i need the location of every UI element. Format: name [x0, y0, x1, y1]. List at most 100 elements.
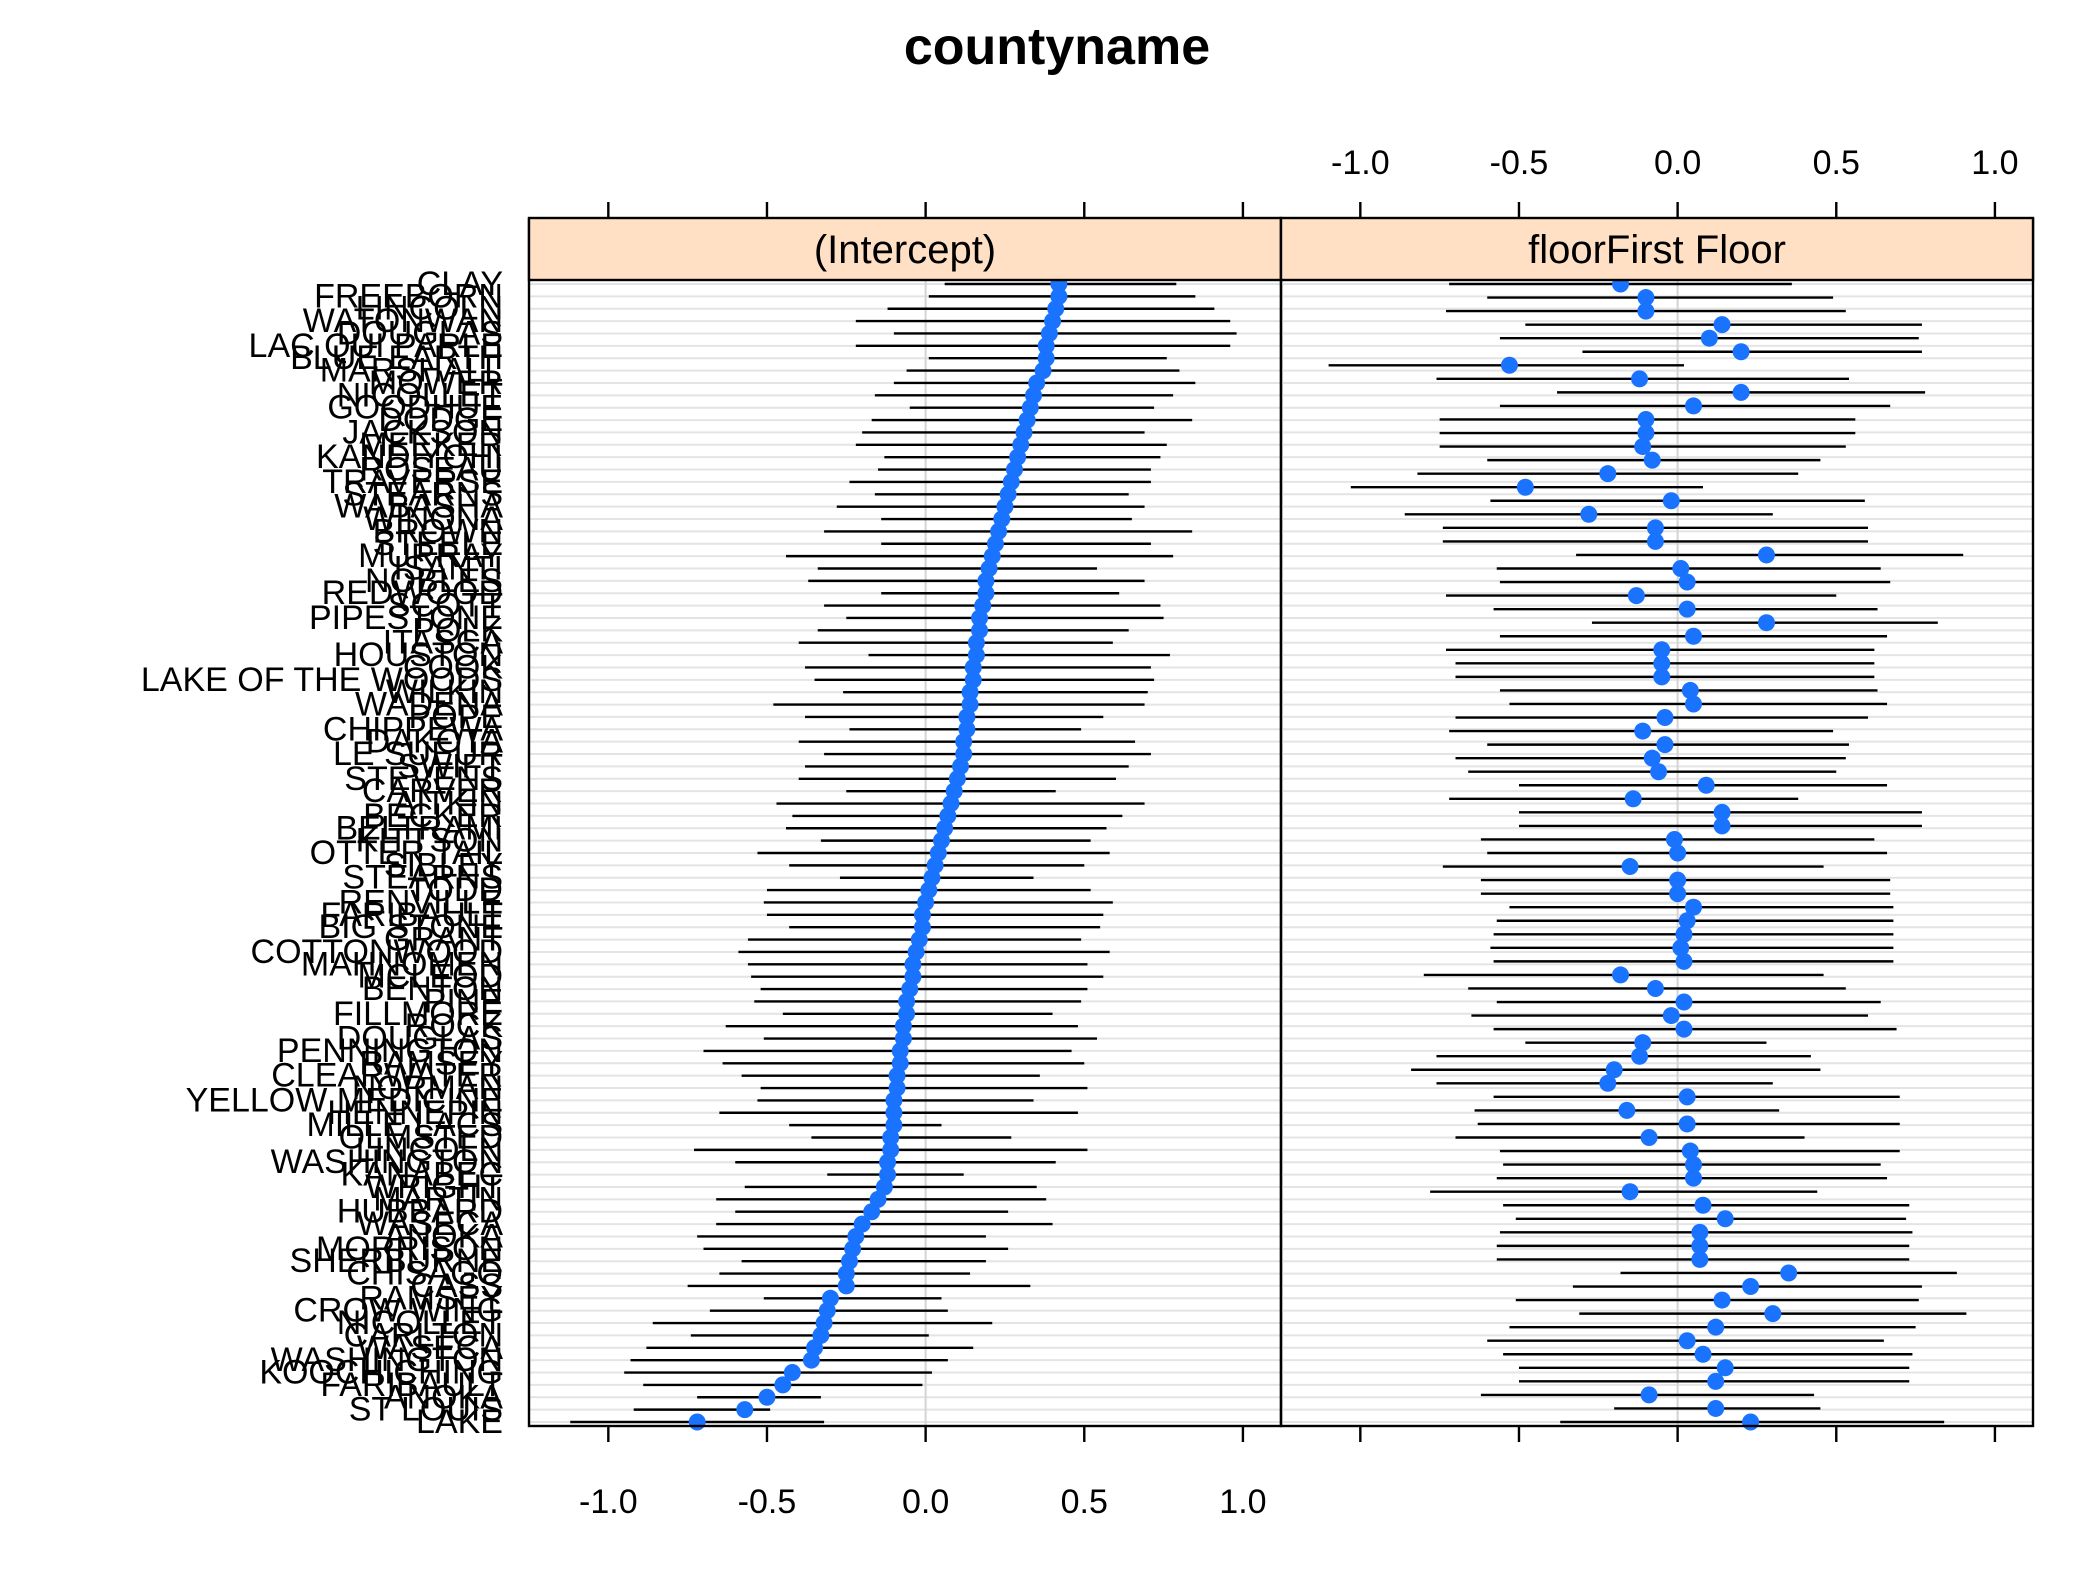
estimate-point	[688, 1413, 706, 1431]
county-label: KOOCHICHING	[259, 1354, 503, 1392]
estimate-point	[1681, 681, 1699, 699]
panel-frame	[527, 217, 1283, 1428]
estimate-point	[1675, 952, 1693, 970]
estimate-point	[1672, 560, 1690, 577]
estimate-point	[1621, 858, 1639, 876]
estimate-point	[1716, 1210, 1734, 1228]
county-label: MAHNOMEN	[301, 945, 503, 983]
county-label: STEVENS	[344, 760, 503, 798]
estimate-point	[1669, 885, 1687, 903]
estimate-point	[1742, 1413, 1760, 1431]
county-label: BROWN	[373, 512, 503, 550]
estimate-point	[783, 1364, 801, 1382]
county-label: LAKE OF THE WOODS	[141, 661, 503, 699]
county-label: WASHINGTON	[271, 1341, 503, 1379]
estimate-point	[879, 1153, 897, 1171]
county-label: OLMSTED	[339, 1119, 503, 1157]
estimate-point	[837, 1265, 855, 1283]
county-label: SWIFT	[397, 747, 503, 785]
estimate-point	[1662, 492, 1680, 510]
county-label: LINCOLN	[356, 290, 503, 328]
estimate-point	[1757, 614, 1775, 632]
panel-floor-first-floor: floorFirst Floor -1.0 -0.5 0.0 0.5 1.0	[1279, 144, 2035, 1442]
county-label: HENNEPIN	[327, 1094, 503, 1132]
estimate-point	[1684, 1156, 1702, 1174]
county-label: JACKSON	[342, 413, 503, 451]
estimate-point	[863, 1203, 881, 1221]
county-label: KANABEC	[341, 1156, 504, 1194]
estimate-point	[894, 1017, 912, 1035]
estimate-point	[955, 733, 973, 751]
estimate-point	[1580, 505, 1598, 523]
county-label: HOUSTON	[334, 636, 503, 674]
county-label: BIG STONE	[318, 908, 503, 946]
estimate-point	[1516, 478, 1534, 496]
county-label: MORRISON	[316, 1230, 503, 1268]
county-label: ST LOUIS	[349, 1391, 503, 1429]
estimate-point	[1707, 1372, 1725, 1390]
county-label: RAMSEY	[359, 1044, 503, 1082]
county-label: LAC QUI PARLE	[249, 327, 503, 365]
estimate-point	[967, 634, 985, 652]
county-label: MOWER	[369, 364, 503, 402]
county-label: WASECA	[357, 1329, 503, 1367]
county-label: MURRAY	[358, 537, 503, 575]
county-label: ISANTI	[393, 550, 503, 588]
estimate-point	[1653, 654, 1671, 672]
county-label: MEEKER	[359, 426, 503, 464]
estimate-point	[1691, 1250, 1709, 1268]
county-label: GRANT	[384, 921, 503, 959]
estimate-point	[1678, 1115, 1696, 1133]
estimate-point	[1500, 356, 1518, 374]
county-label: BECKER	[363, 797, 503, 835]
estimate-point	[1707, 1399, 1725, 1417]
estimate-point	[885, 1091, 903, 1109]
county-label: WADENA	[355, 686, 503, 724]
county-label: CHIPPEWA	[323, 710, 503, 748]
county-label: BENTON	[362, 970, 503, 1008]
estimate-point	[1669, 844, 1687, 862]
estimate-point	[1678, 600, 1696, 618]
county-label: PINE	[424, 982, 503, 1020]
x-tick-label-bottom: -1.0	[579, 1483, 638, 1521]
estimate-point	[1650, 763, 1668, 781]
estimate-point	[1627, 587, 1645, 605]
estimate-point	[1640, 1386, 1658, 1404]
county-label: LAKE	[416, 1403, 503, 1441]
county-label: PENNINGTON	[277, 1032, 503, 1070]
estimate-point	[1643, 451, 1661, 469]
panel-strip-label: floorFirst Floor	[1528, 228, 1786, 272]
estimate-point	[888, 1067, 906, 1085]
estimate-point	[1672, 939, 1690, 957]
estimate-point	[837, 1277, 855, 1295]
estimate-point	[1757, 546, 1775, 564]
county-label: ANOKA	[384, 1217, 503, 1255]
estimate-point	[913, 906, 931, 924]
estimate-point	[1713, 817, 1731, 835]
x-tick-label-bottom: 1.0	[1219, 1483, 1266, 1521]
county-label: DODGE	[378, 401, 503, 439]
estimate-point	[1669, 871, 1687, 889]
estimate-point	[1621, 1183, 1639, 1201]
estimate-point	[1637, 302, 1655, 320]
estimate-point	[1684, 695, 1702, 713]
estimate-point	[1631, 1047, 1649, 1065]
county-label: CLEARWATER	[271, 1057, 503, 1095]
estimate-point	[1646, 532, 1664, 550]
estimate-point	[1678, 573, 1696, 591]
estimate-point	[1675, 925, 1693, 943]
estimate-point	[736, 1401, 754, 1419]
estimate-point	[1732, 383, 1750, 401]
county-label: COTTONWOOD	[251, 933, 503, 971]
estimate-point	[1716, 1359, 1734, 1377]
estimate-point	[904, 955, 922, 973]
county-label: MILLE LACS	[306, 1106, 503, 1144]
county-label: CARLTON	[344, 1316, 503, 1354]
estimate-point	[1742, 1278, 1760, 1296]
estimate-point	[1675, 993, 1693, 1011]
county-label: YELLOW MEDICINE	[186, 1081, 503, 1119]
county-label: AITKIN	[393, 785, 503, 823]
estimate-point	[1656, 709, 1674, 727]
estimate-point	[1640, 1129, 1658, 1146]
